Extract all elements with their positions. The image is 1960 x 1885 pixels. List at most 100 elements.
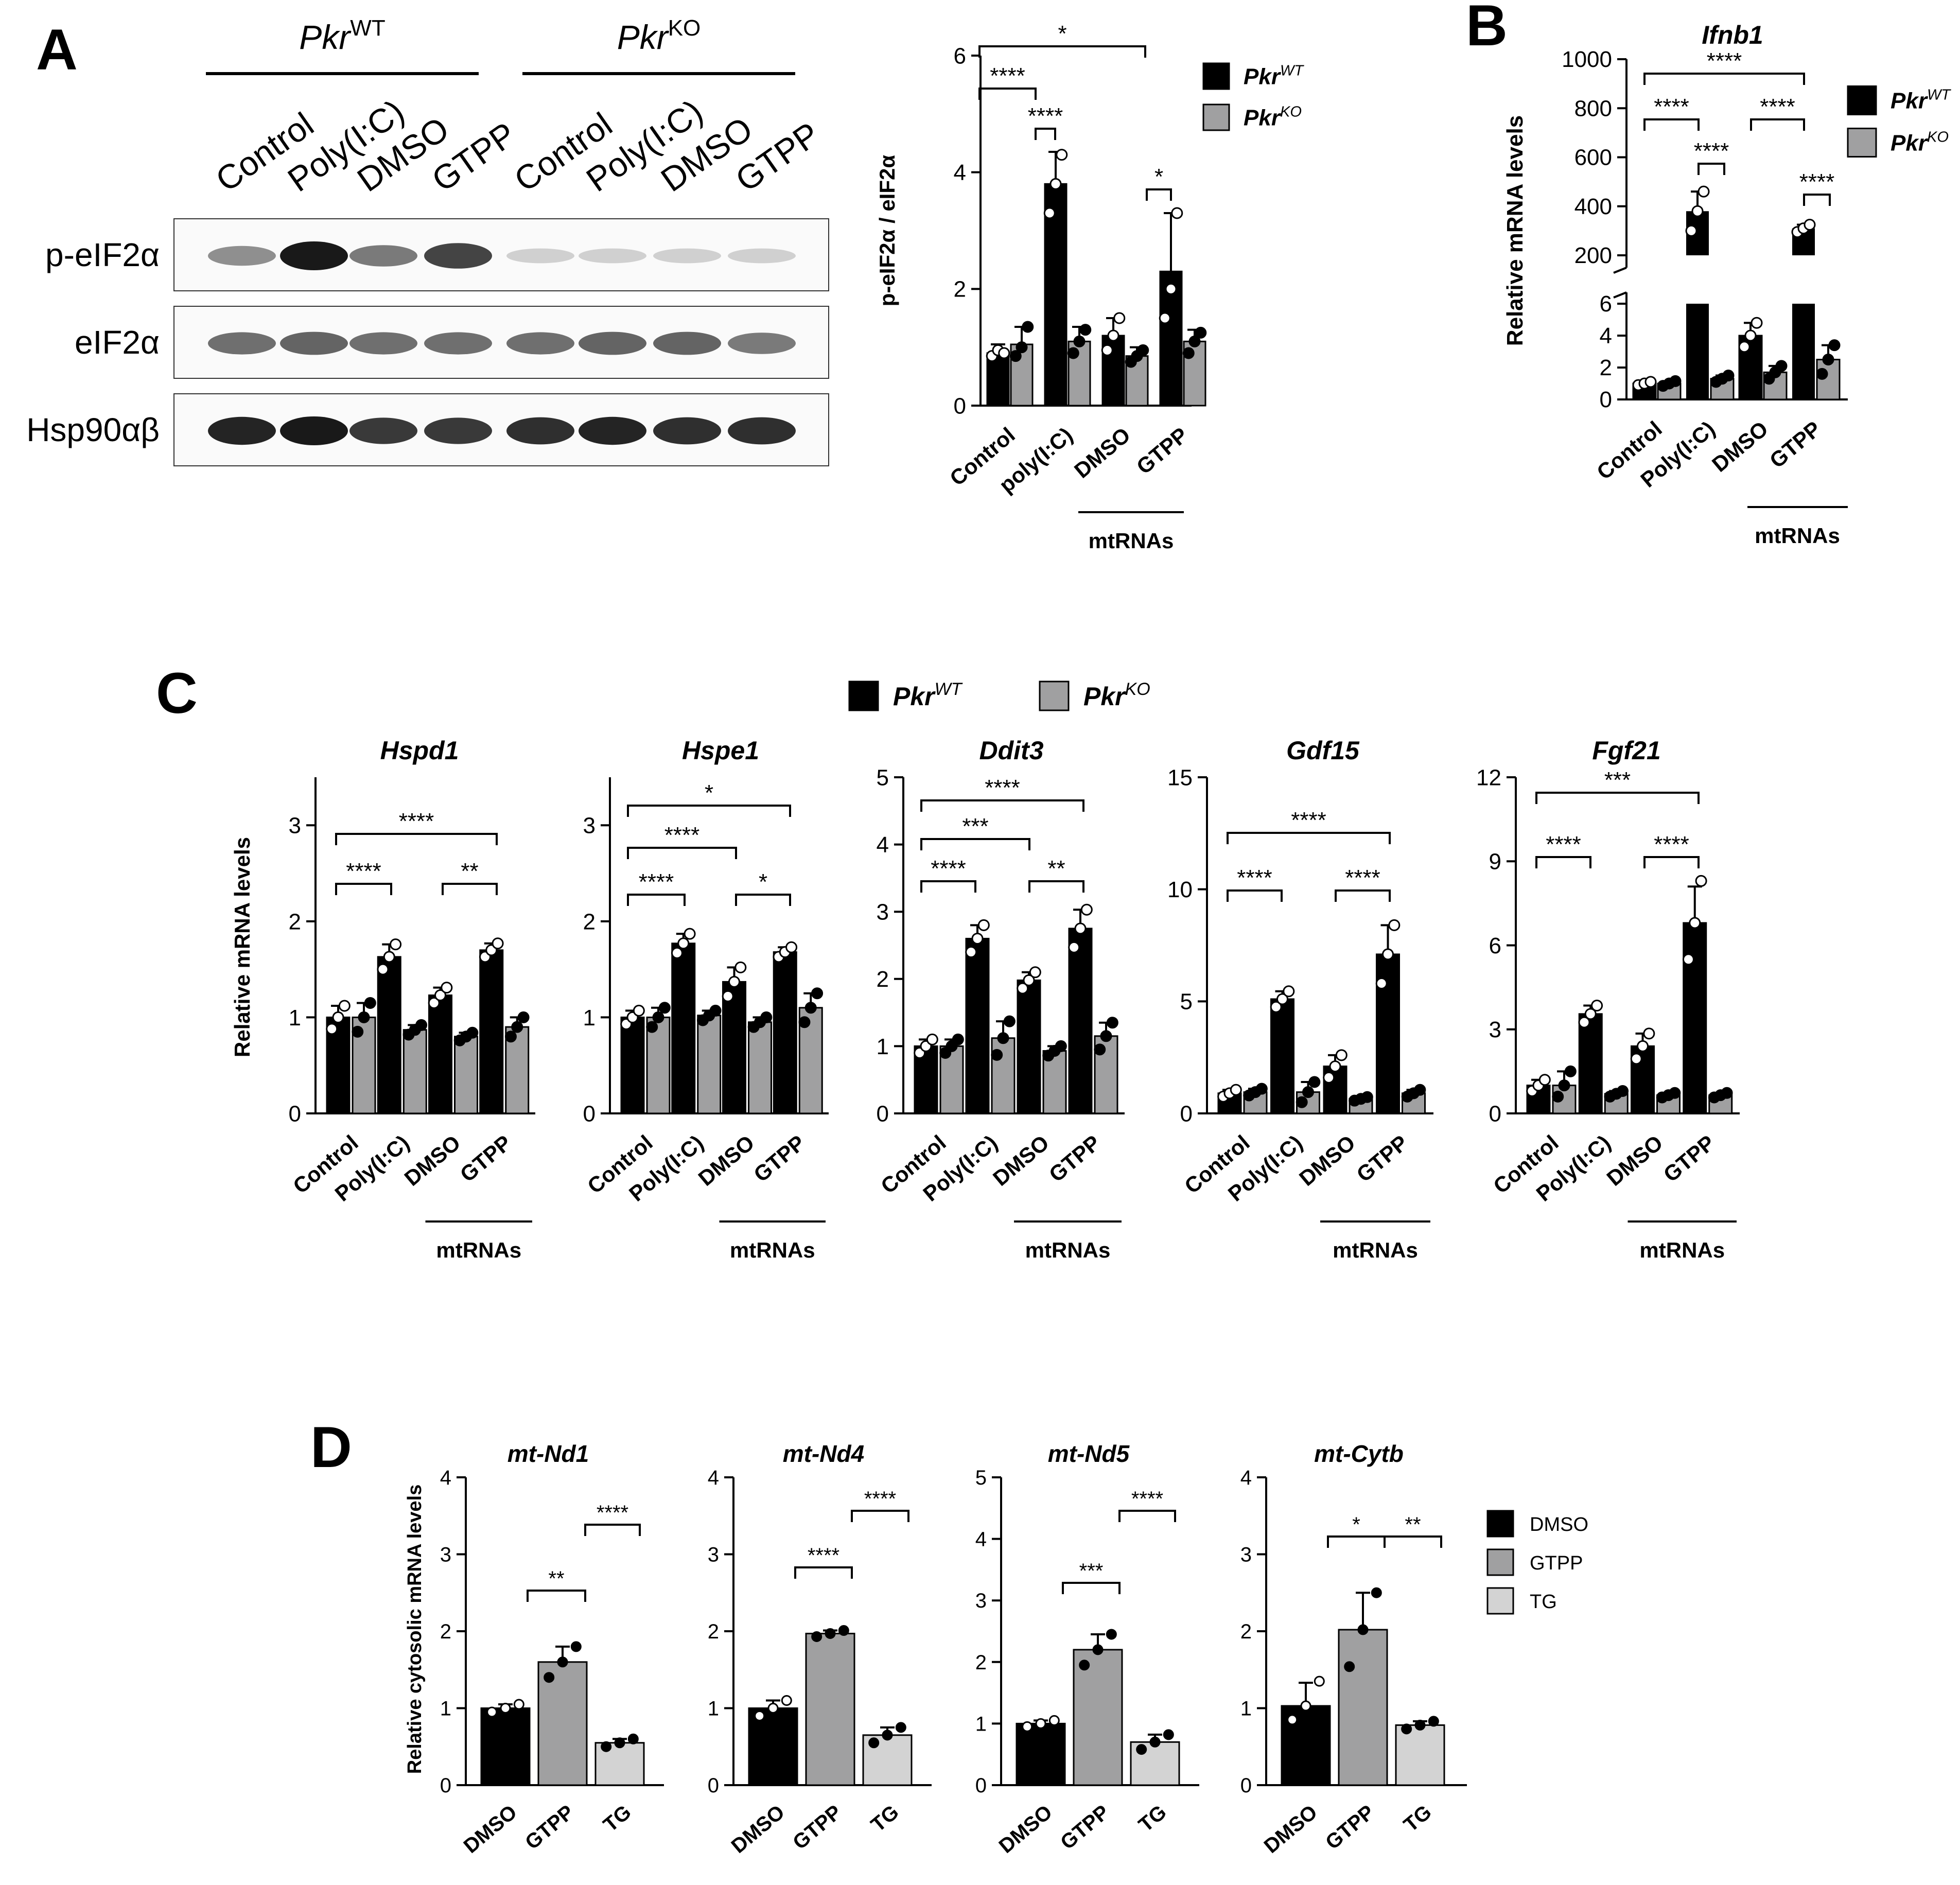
data-point [570,1641,582,1652]
blot-band [208,246,276,266]
significance-bracket [1643,118,1700,131]
blot-band [424,332,492,355]
panel-letter-b: B [1466,0,1508,58]
bar [1016,1722,1066,1786]
legend-label-base: Pkr [1244,64,1282,89]
data-point [1375,978,1388,990]
significance-label: **** [1799,169,1835,195]
bar [697,1015,722,1114]
data-point [1009,350,1022,362]
y-tick-label: 800 [1574,96,1612,121]
y-axis-label: p-eIF2α / eIF2α [875,155,899,307]
y-tick-label: 4 [975,1528,987,1551]
legend-label: PkrWT [1891,87,1951,114]
data-point [965,946,977,958]
bar [1686,304,1709,399]
significance-label: **** [1760,94,1795,119]
y-tick-label: 6 [954,43,966,68]
bar [1578,1013,1603,1114]
significance-bracket [1146,188,1172,201]
data-point [1630,1053,1642,1065]
data-point [1329,1060,1341,1073]
chart-title: Ifnb1 [1702,21,1763,49]
chart-title: Ddit3 [979,736,1044,765]
bar [965,937,990,1114]
significance-label: * [705,780,713,806]
chart-title: Hspd1 [380,736,459,765]
data-point [513,1699,524,1710]
data-point [1159,312,1171,324]
western-blot: PkrWT PkrKO ControlPoly(I:C)DMSOGTPPCont… [26,15,829,466]
x-tick-label: DMSO [1070,423,1135,483]
lane-labels: ControlPoly(I:C)DMSOGTPPControlPoly(I:C)… [209,92,827,199]
significance-bracket [1643,73,1805,85]
blot-rows: p-eIF2α eIF2α Hsp90αβ [26,218,829,466]
blot-band [280,331,348,355]
bar [480,1707,531,1786]
y-tick-label: 12 [1476,765,1501,790]
data-point [1335,1049,1347,1061]
data-point [1552,1090,1564,1103]
data-point [1230,1084,1242,1096]
data-point [352,1025,364,1038]
data-point [1092,1644,1104,1655]
data-point [1165,283,1177,295]
significance-label: **** [808,1544,839,1567]
legend-label-base: Pkr [1244,105,1282,130]
data-point [1689,917,1701,929]
y-tick-label: 5 [877,765,889,790]
group-label: mtRNAs [436,1238,521,1262]
data-point [895,1722,906,1733]
significance-bracket [527,1590,586,1602]
legend-label: PkrKO [1083,679,1150,711]
legend-label-base: Pkr [1891,88,1929,113]
data-point [804,1002,817,1014]
bar [1073,1649,1123,1786]
y-tick-label: 0 [708,1774,719,1797]
group-label: mtRNAs [1639,1238,1725,1262]
data-point [1414,1719,1426,1731]
data-point [952,1033,964,1045]
bar [914,1045,938,1114]
significance-bracket [735,894,791,906]
data-point [1100,1030,1112,1042]
significance-label: ** [1047,856,1065,881]
blot-band [653,248,721,264]
data-point [1361,1091,1373,1103]
y-tick-label: 1000 [1562,47,1612,72]
legend-treatment-d: DMSO GTPP TG [1486,1510,1588,1615]
data-point [1738,341,1751,353]
data-point [1685,224,1697,237]
significance-bracket [920,838,1030,850]
data-point [1022,321,1034,333]
blot-band [728,248,796,264]
data-point [1644,376,1657,388]
data-point [428,997,440,1009]
x-tick-label: GTPP [1056,1801,1114,1854]
bar [1792,304,1815,399]
blot-band [349,245,417,267]
data-point [1067,347,1079,359]
blot-band [506,248,574,264]
y-tick-label: 3 [289,813,301,839]
significance-label: **** [1546,832,1581,857]
data-point [1094,1043,1106,1056]
y-axis-label: Relative cytosolic mRNA levels [404,1485,426,1774]
data-point [1136,1744,1147,1755]
data-point [760,1011,773,1023]
blot-band [653,417,721,445]
data-point [1055,1040,1067,1052]
significance-bracket [1327,1535,1386,1548]
x-tick-label: DMSO [694,1130,759,1191]
data-point [1300,1700,1311,1712]
significance-label: *** [1604,767,1631,793]
data-point [1079,324,1092,336]
legend-swatch [1202,103,1230,131]
y-tick-label: 4 [440,1467,451,1489]
bar [722,981,746,1114]
data-point [557,1656,568,1668]
significance-bracket [1062,1582,1121,1594]
